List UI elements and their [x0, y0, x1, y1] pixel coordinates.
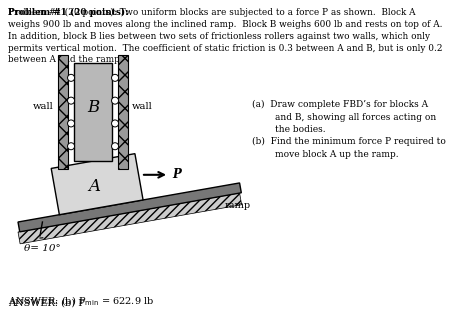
Text: B: B — [87, 99, 99, 116]
Text: (a)  Draw complete FBD’s for blocks A
        and B, showing all forces acting o: (a) Draw complete FBD’s for blocks A and… — [252, 100, 436, 134]
Circle shape — [68, 97, 74, 104]
Circle shape — [111, 97, 118, 104]
Text: wall: wall — [33, 102, 54, 111]
Text: Problem #1 (20 points): Two uniform blocks are subjected to a force P as shown. : Problem #1 (20 points): Two uniform bloc… — [8, 8, 443, 64]
Bar — [74, 63, 112, 161]
Text: A: A — [88, 178, 100, 195]
Text: P: P — [172, 168, 181, 181]
Circle shape — [111, 143, 118, 150]
Text: wall: wall — [132, 102, 153, 111]
Text: (b)  Find the minimum force P required to
        move block A up the ramp.: (b) Find the minimum force P required to… — [252, 137, 446, 159]
Polygon shape — [18, 183, 241, 232]
Text: ramp: ramp — [225, 201, 251, 210]
Text: Problem #1 (20 points):: Problem #1 (20 points): — [8, 8, 128, 17]
Circle shape — [68, 143, 74, 150]
Circle shape — [68, 120, 74, 127]
Text: θ= 10°: θ= 10° — [24, 244, 61, 253]
Circle shape — [111, 120, 118, 127]
Bar — [58, 55, 68, 169]
Polygon shape — [18, 193, 242, 244]
Polygon shape — [51, 154, 143, 215]
Text: ANSWER: (b) P$_{\mathrm{min}}$ = 622.9 lb: ANSWER: (b) P$_{\mathrm{min}}$ = 622.9 l… — [8, 294, 154, 308]
Circle shape — [111, 74, 118, 81]
Bar — [118, 55, 128, 169]
Circle shape — [68, 74, 74, 81]
Text: ANSWER: (b) P: ANSWER: (b) P — [8, 299, 85, 308]
